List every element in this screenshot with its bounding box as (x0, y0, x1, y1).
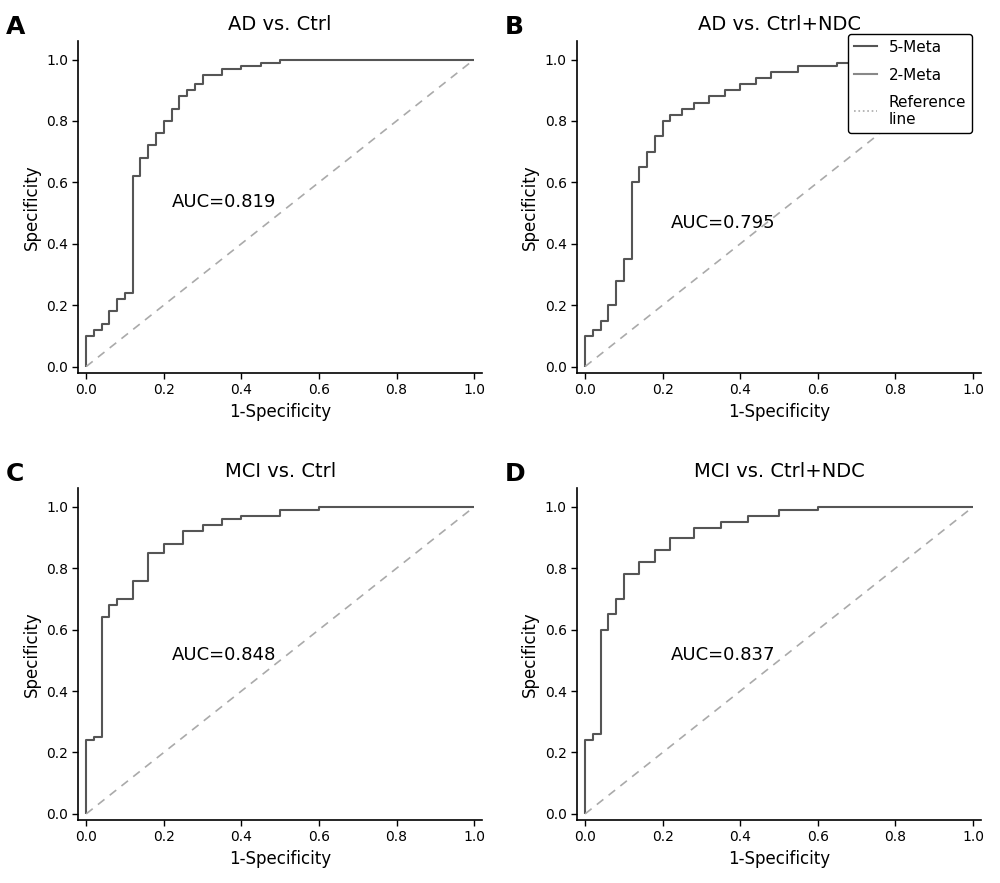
X-axis label: 1-Specificity: 1-Specificity (728, 850, 830, 868)
Text: C: C (6, 462, 24, 486)
Text: B: B (505, 15, 524, 39)
Title: AD vs. Ctrl: AD vs. Ctrl (228, 15, 332, 34)
Text: AUC=0.819: AUC=0.819 (172, 192, 276, 211)
X-axis label: 1-Specificity: 1-Specificity (229, 850, 331, 868)
Text: AUC=0.795: AUC=0.795 (670, 215, 775, 232)
Y-axis label: Specificity: Specificity (521, 164, 539, 250)
Text: D: D (505, 462, 525, 486)
Title: MCI vs. Ctrl+NDC: MCI vs. Ctrl+NDC (694, 463, 864, 481)
X-axis label: 1-Specificity: 1-Specificity (728, 403, 830, 420)
Legend: 5-Meta, 2-Meta, Reference
line: 5-Meta, 2-Meta, Reference line (848, 34, 972, 133)
Title: AD vs. Ctrl+NDC: AD vs. Ctrl+NDC (698, 15, 861, 34)
Title: MCI vs. Ctrl: MCI vs. Ctrl (225, 463, 336, 481)
Text: AUC=0.837: AUC=0.837 (670, 646, 775, 664)
Text: AUC=0.848: AUC=0.848 (172, 646, 276, 664)
Y-axis label: Specificity: Specificity (22, 164, 40, 250)
X-axis label: 1-Specificity: 1-Specificity (229, 403, 331, 420)
Text: A: A (6, 15, 25, 39)
Y-axis label: Specificity: Specificity (521, 611, 539, 697)
Y-axis label: Specificity: Specificity (22, 611, 40, 697)
